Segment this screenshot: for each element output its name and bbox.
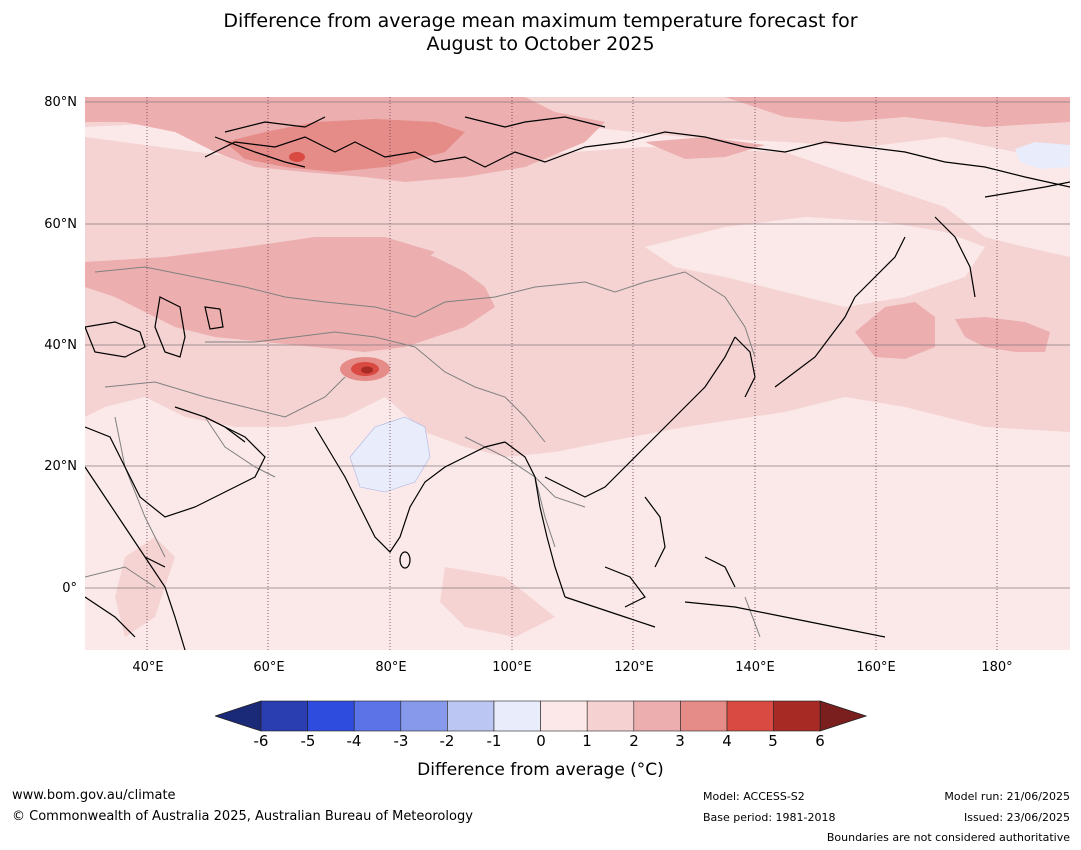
lon-label-80e: 80°E [375,660,407,675]
footer-disclaimer: Boundaries are not considered authoritat… [826,831,1070,844]
colorbar-segment [400,700,448,732]
footer-model: Model: ACCESS-S2 [703,790,805,803]
colorbar-segment [726,700,774,732]
lon-label-60e: 60°E [253,660,285,675]
colorbar-segment [353,700,402,732]
lat-label-60n: 60°N [44,217,77,232]
footer-url[interactable]: www.bom.gov.au/climate [12,788,176,803]
lon-label-40e: 40°E [132,660,164,675]
colorbar-tick: 4 [722,732,732,750]
colorbar-segment [540,700,588,732]
lat-label-40n: 40°N [44,338,77,353]
lon-label-140e: 140°E [735,660,775,675]
lat-grid [85,101,1070,589]
anomaly-2-3-northeast [645,137,765,159]
lon-label-180: 180° [981,660,1013,675]
lon-label-100e: 100°E [492,660,532,675]
country-borders [84,266,761,638]
footer-model-run: Model run: 21/06/2025 [944,790,1070,803]
anomaly-2-3-kazakh [315,237,435,272]
anomaly-4-5-north-spot [289,152,305,162]
lon-label-120e: 120°E [614,660,654,675]
footer-copyright: © Commonwealth of Australia 2025, Austra… [12,809,473,824]
colorbar-tick: 1 [582,732,592,750]
lat-label-0: 0° [62,581,77,596]
colorbar-extend-low [215,700,262,732]
colorbar [215,700,867,732]
anomaly-1-2-equatorial [440,567,555,637]
footer-issued: Issued: 23/06/2025 [963,811,1070,824]
colorbar-segment [307,700,355,732]
lon-label-160e: 160°E [856,660,896,675]
colorbar-tick: -1 [486,732,502,750]
colorbar-extend-high [819,700,867,732]
colorbar-label: Difference from average (°C) [417,760,664,780]
anomaly-5-6-himalaya [361,366,373,374]
colorbar-segment [447,700,495,732]
lon-grid [146,97,998,650]
anomaly-2-3-pacific-east [955,317,1050,352]
colorbar-segment [633,700,681,732]
forecast-map [84,97,1071,651]
colorbar-tick: -4 [346,732,362,750]
map-title-line1: Difference from average mean maximum tem… [223,10,858,32]
footer-base-period: Base period: 1981-2018 [703,811,836,824]
colorbar-segment [773,700,821,732]
map-svg [84,97,1071,651]
lat-label-20n: 20°N [44,459,77,474]
colorbar-tick: -5 [300,732,316,750]
colorbar-segment [260,700,308,732]
colorbar-segment [680,700,728,732]
colorbar-tick: -3 [393,732,409,750]
colorbar-segment [493,700,541,732]
colorbar-tick: 6 [815,732,825,750]
colorbar-tick: 0 [536,732,546,750]
anomaly-1-2-east-africa [115,537,175,637]
anomaly-0-1-northeast [645,217,985,307]
map-title-line2: August to October 2025 [426,33,655,55]
anomaly-2-3-arctic [725,97,1070,127]
anomaly-1-2-region [85,137,1070,457]
colorbar-tick: 5 [768,732,778,750]
colorbar-segment [586,700,635,732]
colorbar-tick: 3 [675,732,685,750]
anomaly-neg-arctic [1015,142,1070,169]
colorbar-tick: -6 [253,732,269,750]
colorbar-tick: 2 [629,732,639,750]
anomaly-3-4-north [225,119,465,172]
lat-label-80n: 80°N [44,95,77,110]
coastlines [84,116,1071,651]
colorbar-tick: -2 [439,732,455,750]
